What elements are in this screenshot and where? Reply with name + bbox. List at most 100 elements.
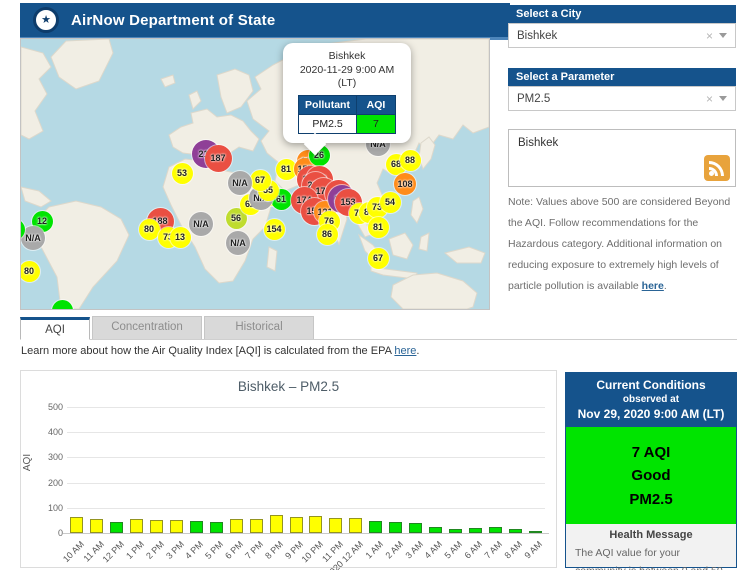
y-axis-label: AQI bbox=[22, 453, 34, 472]
chart-title: Bishkek – PM2.5 bbox=[237, 379, 340, 394]
popup-datetime: 2020-11-29 9:00 AM bbox=[299, 63, 395, 76]
chart-bar-4-am[interactable] bbox=[428, 527, 442, 533]
popup-timezone: (LT) bbox=[337, 77, 357, 90]
x-tick-label: 3 AM bbox=[403, 539, 425, 561]
city-dropdown-arrow-icon[interactable] bbox=[719, 33, 727, 38]
chart-bar-6-am[interactable] bbox=[468, 527, 482, 533]
chart-bar-5-pm[interactable] bbox=[209, 522, 223, 533]
chart-plot-area: 0 100 200 300 400 500 10 AM 11 AM 12 PM 1 PM 2 PM 3… bbox=[48, 402, 549, 570]
tab-strip: AQI Concentration Historical bbox=[20, 315, 737, 340]
chart-bar-10-pm[interactable] bbox=[309, 515, 323, 533]
map-marker[interactable]: N/A bbox=[228, 171, 252, 195]
map-marker[interactable]: 153 bbox=[334, 188, 362, 216]
chart-bar-1-am[interactable] bbox=[369, 520, 383, 533]
chart-bar-10-am[interactable] bbox=[70, 517, 84, 533]
map-marker[interactable] bbox=[51, 299, 73, 309]
map-marker[interactable]: 108 bbox=[394, 173, 416, 195]
map-marker[interactable]: 54 bbox=[379, 191, 401, 213]
map-marker[interactable]: 86 bbox=[316, 223, 338, 245]
x-tick-label: 10 PM bbox=[299, 539, 326, 565]
parameter-select[interactable]: PM2.5 × bbox=[508, 86, 736, 111]
chart-bar-5-am[interactable] bbox=[448, 529, 462, 533]
chart-bar-8-pm[interactable] bbox=[269, 514, 283, 533]
gridline bbox=[67, 507, 545, 509]
chart-bar-11-am[interactable] bbox=[90, 519, 104, 533]
rss-feed-icon[interactable] bbox=[704, 155, 730, 181]
note-here-link[interactable]: here bbox=[641, 280, 664, 292]
map-marker[interactable]: 80 bbox=[138, 218, 160, 240]
x-tick-label: 6 PM bbox=[223, 539, 246, 561]
city-clear-icon[interactable]: × bbox=[705, 28, 713, 43]
rss-box: Bishkek bbox=[508, 129, 736, 187]
chart-bar-12-pm[interactable] bbox=[110, 521, 124, 533]
learn-more-after: . bbox=[416, 345, 420, 357]
y-tick-label: 500 bbox=[47, 402, 63, 412]
gridline bbox=[67, 482, 545, 484]
chart-bar-8-am[interactable] bbox=[508, 529, 522, 533]
select-city-header: Select a City bbox=[508, 5, 736, 23]
tab-aqi[interactable]: AQI bbox=[20, 317, 90, 340]
chart-bar-2-pm[interactable] bbox=[150, 519, 164, 533]
x-tick-label: 9 AM bbox=[522, 539, 545, 561]
map-marker[interactable] bbox=[21, 218, 25, 240]
learn-more-text: Learn more about how the Air Quality Ind… bbox=[21, 345, 419, 357]
health-message-text: The AQI value for your community is betw… bbox=[575, 546, 726, 570]
map-marker[interactable]: N/A bbox=[226, 231, 250, 255]
map-marker[interactable]: 81 bbox=[367, 216, 389, 238]
x-tick-label: 1 PM bbox=[123, 539, 146, 561]
dos-seal-logo: ★ bbox=[33, 7, 59, 33]
x-tick-label: 2 PM bbox=[143, 539, 166, 561]
parameter-select-value: PM2.5 bbox=[517, 92, 551, 105]
map-marker[interactable]: N/A bbox=[21, 226, 45, 250]
world-map[interactable]: 12N/A8021318753188807313N/AN/A1545662966… bbox=[20, 38, 490, 310]
map-marker[interactable]: N/A bbox=[189, 212, 213, 236]
chart-bar-9-am[interactable] bbox=[528, 531, 542, 533]
map-marker[interactable]: 56 bbox=[225, 207, 247, 229]
parameter-clear-icon[interactable]: × bbox=[705, 91, 713, 106]
map-marker[interactable]: 187 bbox=[204, 144, 232, 172]
current-conditions-title: Current Conditions bbox=[596, 378, 706, 392]
epa-here-link[interactable]: here bbox=[394, 345, 417, 357]
chart-bar-7-am[interactable] bbox=[488, 527, 502, 533]
tab-concentration[interactable]: Concentration bbox=[92, 316, 202, 339]
chart-bar-7-pm[interactable] bbox=[249, 518, 263, 533]
map-marker[interactable]: 81 bbox=[275, 158, 297, 180]
aqi-value: 7 AQI bbox=[631, 444, 671, 461]
x-tick-label: 4 PM bbox=[183, 539, 206, 561]
x-tick-label: 8 AM bbox=[502, 539, 525, 561]
map-marker[interactable]: 80 bbox=[21, 260, 40, 282]
x-tick-label: 12 PM bbox=[100, 539, 126, 565]
chart-bar-11-pm[interactable] bbox=[329, 517, 343, 533]
x-tick-label: 3 PM bbox=[163, 539, 186, 561]
x-tick-label: 5 AM bbox=[442, 539, 465, 561]
chart-bar-3-pm[interactable] bbox=[170, 519, 184, 533]
rss-city-label: Bishkek bbox=[518, 137, 559, 149]
city-select[interactable]: Bishkek × bbox=[508, 23, 736, 48]
popup-city: Bishkek bbox=[328, 50, 366, 62]
parameter-dropdown-arrow-icon[interactable] bbox=[719, 96, 727, 101]
map-marker[interactable]: 67 bbox=[249, 169, 271, 191]
chart-bar-6-pm[interactable] bbox=[229, 518, 243, 533]
map-marker[interactable]: 88 bbox=[399, 149, 421, 171]
chart-bar-3-am[interactable] bbox=[409, 523, 423, 533]
chart-bar-2-am[interactable] bbox=[389, 521, 403, 533]
popup-pollutant-value: PM2.5 bbox=[298, 113, 357, 134]
aqi-category: Good bbox=[631, 467, 671, 485]
chart-bar-1-pm[interactable] bbox=[130, 519, 144, 533]
chart-bar-2020-12-am[interactable] bbox=[349, 518, 363, 533]
map-marker[interactable]: 154 bbox=[263, 218, 285, 240]
chart-bar-9-pm[interactable] bbox=[289, 516, 303, 533]
app-title: AirNow Department of State bbox=[71, 11, 276, 29]
gridline bbox=[67, 432, 545, 434]
x-tick-label: 10 AM bbox=[60, 539, 87, 565]
aqi-note: Note: Values above 500 are considered Be… bbox=[508, 192, 737, 297]
y-tick-label: 200 bbox=[47, 477, 63, 488]
gridline bbox=[67, 407, 545, 408]
map-marker[interactable]: 53 bbox=[171, 162, 193, 184]
chart-bar-4-pm[interactable] bbox=[189, 520, 203, 533]
map-marker[interactable]: 13 bbox=[169, 226, 191, 248]
x-tick-label: 4 AM bbox=[422, 539, 445, 561]
map-marker[interactable]: 67 bbox=[367, 247, 389, 269]
x-tick-label: 2 AM bbox=[383, 539, 405, 561]
tab-historical[interactable]: Historical bbox=[204, 316, 314, 339]
